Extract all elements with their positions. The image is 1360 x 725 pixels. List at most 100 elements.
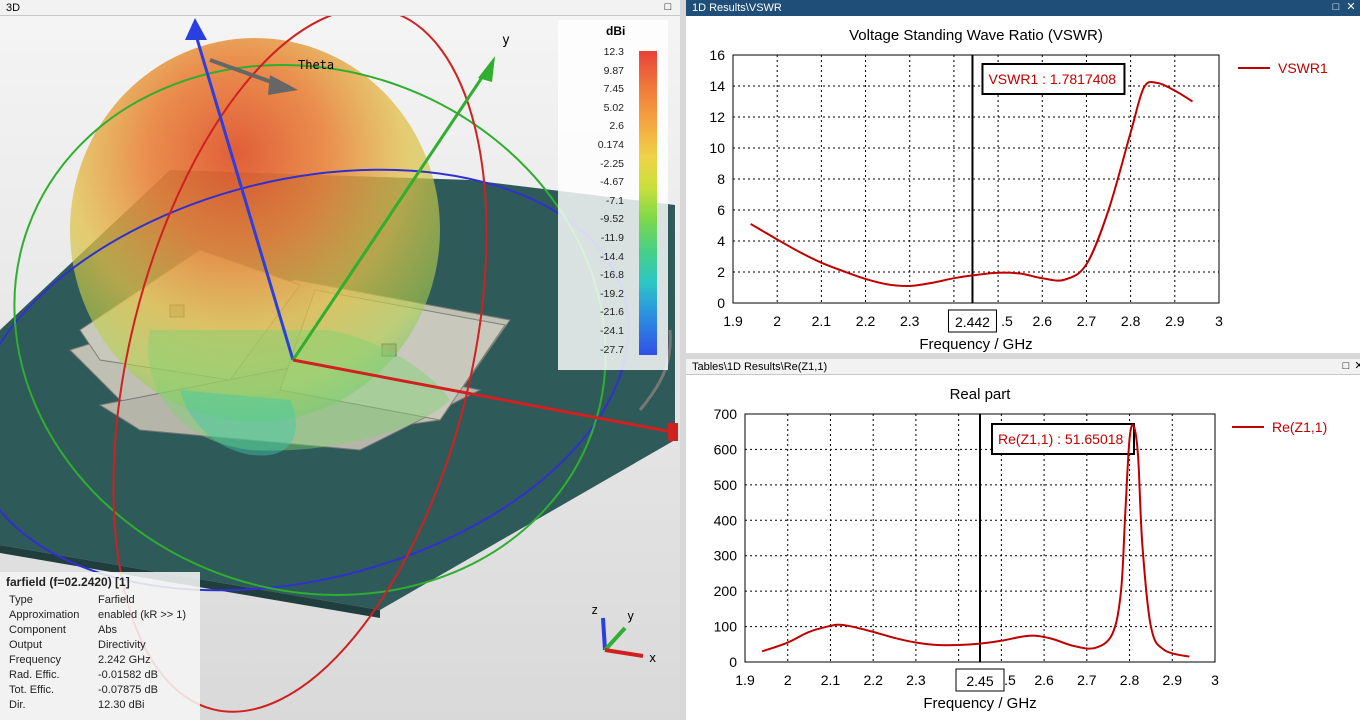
farfield-info-title: farfield (f=02.2420) [1]	[6, 575, 130, 589]
legend-tick-label: -24.1	[600, 325, 624, 337]
legend-tick-label: -11.9	[600, 232, 624, 244]
y-tick-label: 2	[717, 264, 725, 280]
maximize-re-button[interactable]: □	[1342, 360, 1350, 372]
info-key: Frequency	[9, 654, 61, 666]
x-tick-label: 2	[784, 672, 792, 688]
legend-tick-label: -16.8	[600, 269, 624, 282]
y-tick-label: 700	[714, 406, 738, 422]
x-tick-label: 2.8	[1121, 313, 1141, 329]
y-tick-label: 12	[709, 109, 725, 125]
legend-tick-label: 0.174	[597, 139, 624, 151]
series-line	[750, 80, 1194, 288]
marker-x-box	[947, 309, 997, 333]
legend-label: Re(Z1,1)	[1272, 419, 1327, 435]
y-tick-label: 0	[729, 654, 737, 670]
x-tick-label: 2.9	[1163, 672, 1183, 688]
x-tick-label: .5	[1001, 313, 1013, 329]
info-value: Farfield	[98, 594, 135, 606]
legend-tick-label: -2.25	[600, 157, 624, 170]
triad-z-label: z	[591, 603, 598, 617]
info-value: enabled (kR >> 1)	[98, 609, 187, 621]
vswr-titlebar: 1D Results\VSWR □ ✕	[686, 0, 1360, 16]
x-tick-label: 2.1	[821, 672, 841, 688]
legend-tick-label: 2.6	[609, 120, 624, 133]
x-tick-label: 2.7	[1077, 672, 1097, 688]
y-tick-label: 500	[714, 477, 738, 493]
legend-tick-label: 12.3	[603, 46, 624, 58]
legend-tick-label: -21.6	[600, 306, 624, 319]
y-tick-label: 300	[714, 548, 738, 564]
legend-tick-label: 5.02	[603, 101, 624, 114]
y-tick-label: 10	[709, 140, 725, 156]
legend-label: VSWR1	[1278, 60, 1328, 76]
marker-x-box	[955, 668, 1005, 692]
y-tick-label: 14	[709, 78, 725, 94]
chart-title: Real part	[950, 386, 1012, 403]
radiation-pattern-lobe	[148, 330, 450, 451]
re-titlebar: Tables\1D Results\Re(Z1,1) □ ✕	[686, 359, 1360, 375]
y-tick-label: 400	[714, 512, 738, 528]
y-axis-arrow	[478, 56, 495, 82]
info-key: Dir.	[9, 699, 26, 711]
marker-x-label: 2.442	[955, 314, 990, 330]
info-key: Rad. Effic.	[9, 669, 60, 681]
vswr-chart[interactable]: 0 2 4 6 8 10 12 14 16 1.9 2 2.1 2.2 2.3 2.442 .5 2.6 2.7 2…	[686, 17, 1360, 353]
legend-tick-label: 7.45	[603, 83, 624, 96]
farfield-3d-view[interactable]: 3D □ Theta y dBi 12.3 9.87 7.45 5.02 2.6 0.17…	[0, 0, 680, 720]
y-tick-label: 16	[709, 47, 725, 63]
legend-tick-label: -27.7	[600, 343, 624, 356]
maximize-vswr-button[interactable]: □	[1332, 1, 1340, 13]
z-axis-line	[193, 31, 295, 361]
x-axis-line	[292, 358, 673, 434]
triad-y-label: y	[627, 609, 634, 623]
info-key: Approximation	[9, 609, 80, 621]
info-key: Tot. Effic.	[9, 684, 55, 696]
panel-3d-titlebar: 3D □	[0, 0, 680, 16]
legend-tick-label: -14.4	[600, 250, 624, 263]
x-tick-label: 2.8	[1120, 672, 1140, 688]
y-tick-label: 0	[717, 295, 725, 311]
legend-tick-label: 9.87	[603, 64, 624, 77]
close-re-button[interactable]: ✕	[1354, 360, 1360, 372]
re-chart[interactable]: 01002003004005006007001.922.12.22.322.45…	[686, 376, 1360, 720]
y-tick-label: 200	[714, 583, 738, 599]
info-value: 2.242 GHz	[98, 654, 151, 666]
marker-label-box	[991, 423, 1135, 455]
theta-direction-arrow	[209, 58, 281, 87]
x-tick-label: 2.6	[1033, 313, 1053, 329]
horizontal-splitter[interactable]	[686, 353, 1360, 359]
vertical-splitter[interactable]	[680, 0, 686, 720]
close-vswr-button[interactable]: ✕	[1346, 1, 1356, 13]
chart-title: Voltage Standing Wave Ratio (VSWR)	[849, 27, 1103, 44]
farfield-info-box: farfield (f=02.2420) [1] Type Farfield App…	[0, 572, 200, 720]
info-row: Component Abs	[0, 623, 200, 638]
info-row: Type Farfield	[0, 593, 200, 608]
y-axis-line	[291, 69, 489, 361]
vswr-chart-area[interactable]: 0 2 4 6 8 10 12 14 16 1.9 2 2.1 2.2 2.3 2.442 .5 2.6 2.7 2…	[686, 17, 1360, 353]
theta-arrowhead	[268, 75, 298, 95]
legend-tick-label: -7.1	[605, 194, 624, 207]
legend-tick-label: -4.67	[600, 176, 624, 189]
x-axis-label: Frequency / GHz	[919, 336, 1032, 353]
info-row: Approximation enabled (kR >> 1)	[0, 608, 200, 623]
x-tick-label: .5	[1004, 672, 1016, 688]
info-key: Output	[9, 639, 43, 651]
info-key: Component	[9, 624, 66, 636]
z-axis-arrow	[185, 18, 207, 40]
maximize-3d-button[interactable]: □	[664, 1, 672, 13]
theta-circle-gray-arc	[638, 329, 672, 411]
series-line	[761, 424, 1190, 658]
re-chart-area[interactable]: 01002003004005006007001.922.12.22.322.45…	[686, 376, 1360, 720]
marker-label: VSWR1 : 1.7817408	[988, 71, 1116, 87]
legend-unit: dBi	[606, 24, 626, 38]
info-row: Tot. Effic. -0.07875 dB	[0, 683, 200, 698]
color-legend: dBi 12.3 9.87 7.45 5.02 2.6 0.174 -2.25 -4.67 -7…	[558, 20, 668, 370]
x-tick-label: 2.2	[863, 672, 883, 688]
info-row: Dir. 12.30 dBi	[0, 698, 200, 713]
x-tick-label: 2.6	[1034, 672, 1054, 688]
info-value: 12.30 dBi	[98, 699, 145, 711]
info-row: Rad. Effic. -0.01582 dB	[0, 668, 200, 683]
x-tick-label: 3	[1215, 313, 1223, 329]
plot-area	[732, 54, 1220, 304]
marker-x-label: 2.45	[966, 673, 993, 689]
